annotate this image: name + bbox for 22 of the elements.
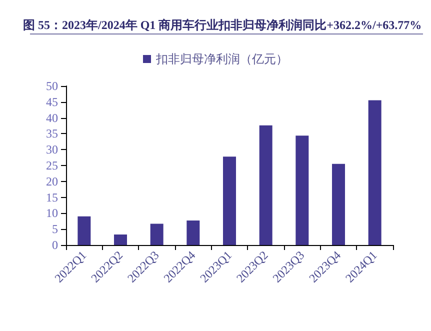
y-tick-label: 5 [52, 222, 58, 236]
y-tick-label: 15 [46, 190, 58, 204]
bar [332, 164, 345, 245]
y-tick-label: 35 [46, 126, 58, 141]
y-tick-label: 30 [46, 142, 58, 157]
bar [223, 156, 236, 245]
bar [78, 216, 91, 245]
y-tick-label: 50 [46, 79, 58, 93]
y-tick-label: 25 [46, 158, 58, 172]
y-tick-label: 0 [52, 238, 58, 252]
bar [259, 125, 272, 245]
y-tick-label: 40 [46, 110, 58, 125]
bar [368, 100, 382, 245]
bar [150, 224, 164, 245]
legend-label: 扣非归母净利润（亿元） [155, 52, 288, 66]
y-tick-label: 45 [46, 94, 58, 109]
y-tick-label: 10 [46, 206, 58, 220]
bar [296, 136, 309, 245]
chart-title: 图 55：2023年/2024年 Q1 商用车行业扣非归母净利润同比+362.2%/+63.77% [23, 18, 422, 32]
y-tick-label: 20 [46, 174, 58, 188]
bar [114, 234, 127, 245]
bar [186, 220, 200, 245]
